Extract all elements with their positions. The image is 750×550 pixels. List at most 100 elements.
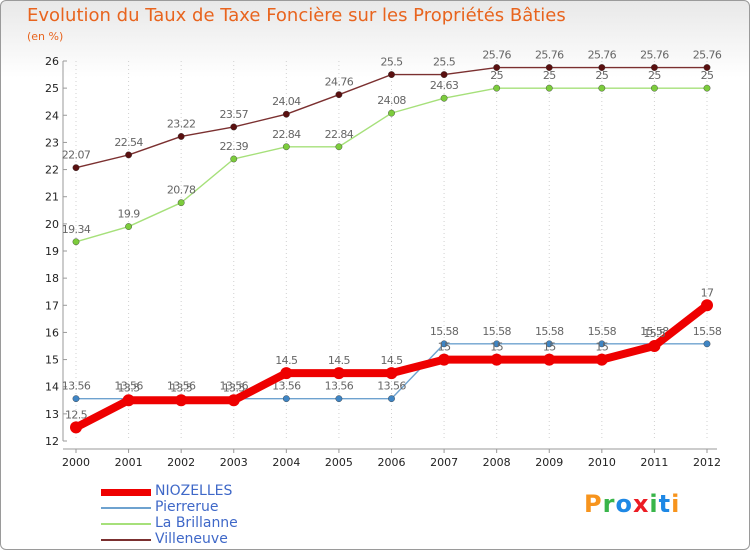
y-tick-label: 14	[45, 381, 59, 394]
logo-letter: i	[671, 490, 681, 518]
x-tick-label: 2008	[483, 456, 511, 469]
data-label-la-brillanne: 22.84	[325, 128, 354, 141]
data-label-niozelles: 17	[701, 286, 714, 299]
logo-letter: t	[658, 490, 672, 518]
data-point-la-brillanne	[545, 84, 553, 92]
data-label-villeneuve: 25.5	[380, 56, 403, 69]
data-label-pierrerue: 13.56	[62, 380, 91, 393]
y-tick-label: 23	[45, 136, 59, 149]
data-point-niozelles	[70, 421, 82, 434]
data-point-la-brillanne	[177, 199, 185, 207]
data-point-pierrerue	[440, 340, 448, 348]
data-point-villeneuve	[72, 164, 80, 172]
data-label-pierrerue: 15.58	[535, 325, 564, 338]
legend-label-la-brillanne: La Brillanne	[155, 515, 238, 531]
data-label-pierrerue: 13.56	[377, 380, 406, 393]
proxiti-logo: Proxiti	[584, 490, 680, 518]
data-label-pierrerue: 13.56	[325, 380, 354, 393]
y-tick-label: 16	[45, 326, 59, 339]
data-label-pierrerue: 15.58	[640, 325, 669, 338]
data-point-pierrerue	[72, 395, 80, 403]
data-point-villeneuve	[598, 64, 606, 71]
data-point-niozelles	[280, 367, 293, 380]
data-point-la-brillanne	[72, 238, 80, 246]
x-tick-label: 2009	[535, 456, 563, 469]
data-point-la-brillanne	[493, 84, 501, 92]
x-tick-label: 2002	[167, 456, 195, 469]
data-label-pierrerue: 13.56	[114, 380, 143, 393]
data-point-la-brillanne	[125, 223, 132, 230]
logo-letter: i	[649, 490, 659, 518]
legend-swatch-pierrerue	[101, 507, 151, 509]
y-tick-label: 18	[45, 272, 59, 285]
data-label-villeneuve: 23.57	[220, 108, 249, 121]
data-point-villeneuve	[282, 110, 290, 118]
data-label-la-brillanne: 24.08	[377, 94, 406, 107]
y-tick-label: 22	[45, 164, 59, 177]
data-point-niozelles	[543, 353, 556, 366]
data-label-niozelles: 14.5	[275, 354, 298, 367]
data-label-niozelles: 15	[543, 341, 556, 354]
y-tick-label: 15	[45, 354, 59, 367]
data-point-pierrerue	[545, 340, 553, 348]
y-tick-label: 19	[45, 245, 59, 258]
x-tick-label: 2004	[272, 456, 300, 469]
x-tick-label: 2007	[430, 456, 458, 469]
data-label-niozelles: 15.5	[643, 327, 666, 340]
data-label-la-brillanne: 25	[648, 69, 661, 82]
x-tick-label: 2006	[378, 456, 406, 469]
data-point-niozelles	[595, 353, 608, 366]
data-label-villeneuve: 25.76	[588, 49, 617, 62]
data-point-la-brillanne	[440, 94, 448, 102]
x-tick-label: 2001	[115, 456, 143, 469]
data-label-pierrerue: 13.56	[272, 380, 301, 393]
data-point-niozelles	[175, 394, 188, 407]
data-label-pierrerue: 15.58	[588, 325, 617, 338]
data-label-niozelles: 15	[595, 341, 608, 354]
data-point-pierrerue	[598, 340, 606, 348]
data-label-villeneuve: 22.07	[62, 149, 91, 162]
data-point-la-brillanne	[598, 84, 606, 92]
data-label-pierrerue: 13.56	[167, 380, 196, 393]
data-label-pierrerue: 13.56	[220, 380, 249, 393]
data-label-villeneuve: 24.04	[272, 95, 301, 108]
data-label-villeneuve: 24.76	[325, 76, 354, 89]
x-tick-label: 2010	[588, 456, 616, 469]
chart-title: Evolution du Taux de Taxe Foncière sur l…	[27, 5, 566, 26]
logo-letter: r	[602, 490, 616, 518]
y-tick-label: 21	[45, 191, 59, 204]
data-label-niozelles: 15	[490, 341, 503, 354]
data-label-villeneuve: 25.76	[693, 49, 722, 62]
data-label-niozelles: 13.5	[223, 381, 246, 394]
y-tick-label: 12	[45, 435, 59, 448]
data-point-niozelles	[438, 353, 451, 366]
logo-letter: o	[615, 490, 633, 518]
data-point-villeneuve	[125, 151, 132, 159]
data-label-la-brillanne: 25	[701, 69, 714, 82]
data-label-villeneuve: 25.5	[433, 56, 456, 69]
data-point-villeneuve	[493, 64, 501, 71]
data-label-la-brillanne: 20.78	[167, 184, 196, 197]
data-label-villeneuve: 25.76	[482, 49, 511, 62]
x-tick-label: 2005	[325, 456, 353, 469]
data-label-niozelles: 13.5	[170, 381, 193, 394]
data-point-la-brillanne	[651, 84, 658, 92]
legend-swatch-la-brillanne	[101, 523, 151, 525]
y-tick-label: 24	[45, 109, 59, 122]
data-point-niozelles	[648, 340, 661, 352]
data-label-la-brillanne: 22.39	[220, 140, 249, 153]
data-label-la-brillanne: 19.34	[62, 223, 91, 236]
data-point-villeneuve	[388, 71, 395, 78]
data-point-villeneuve	[545, 64, 553, 71]
data-point-niozelles	[122, 394, 135, 407]
legend-swatch-villeneuve	[101, 539, 151, 541]
x-tick-label: 2000	[62, 456, 90, 469]
data-label-pierrerue: 15.58	[482, 325, 511, 338]
data-point-villeneuve	[230, 123, 238, 131]
units-label: (en %)	[27, 30, 64, 43]
data-label-niozelles: 14.5	[328, 354, 351, 367]
legend-label-niozelles: NIOZELLES	[155, 483, 233, 499]
data-label-niozelles: 15	[438, 341, 451, 354]
data-point-niozelles	[227, 394, 240, 407]
